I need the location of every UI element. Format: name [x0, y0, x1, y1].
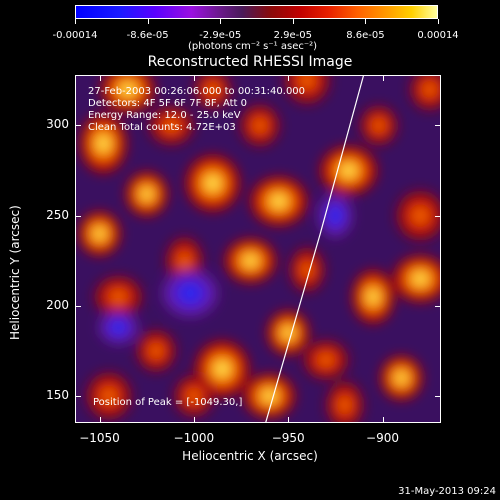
- x-axis-label: Heliocentric X (arcsec): [182, 449, 318, 463]
- y-axis-label: Heliocentric Y (arcsec): [8, 205, 22, 340]
- info-detectors: Detectors: 4F 5F 6F 7F 8F, Att 0: [88, 98, 248, 109]
- y-tick-mark: [435, 395, 441, 397]
- colorbar-tick-mark: [365, 19, 367, 24]
- emission-blob: [98, 75, 158, 115]
- emission-blob: [378, 353, 425, 402]
- emission-blob: [247, 174, 310, 228]
- y-tick-mark: [435, 215, 441, 217]
- x-tick-label: −1050: [79, 431, 120, 445]
- y-tick-label: 300: [46, 117, 69, 132]
- y-tick-mark: [75, 215, 81, 217]
- y-tick-mark: [435, 305, 441, 307]
- x-tick-label: −950: [271, 431, 305, 445]
- colorbar-tick-mark: [220, 19, 222, 24]
- emission-blob: [317, 143, 380, 198]
- x-tick-mark: [382, 75, 384, 81]
- cold-region: [96, 308, 140, 347]
- emission-blob: [350, 267, 396, 326]
- emission-blob: [324, 379, 365, 423]
- x-tick-mark: [382, 417, 384, 423]
- x-tick-mark: [193, 75, 195, 81]
- emission-blob: [84, 370, 134, 422]
- emission-blob: [124, 170, 170, 218]
- colorbar-tick-label: 8.6e-05: [346, 30, 385, 41]
- y-tick-label: 200: [46, 297, 69, 312]
- x-tick-mark: [99, 75, 101, 81]
- emission-blob: [301, 338, 351, 382]
- colorbar-tick-mark: [147, 19, 149, 24]
- y-tick-mark: [75, 305, 81, 307]
- heatmap-svg: [76, 75, 441, 423]
- footer-date: 31-May-2013 09:24: [398, 486, 496, 497]
- emission-blob: [282, 75, 332, 107]
- peak-position: Position of Peak = [-1049.30,]: [93, 397, 243, 408]
- emission-blob: [92, 274, 145, 320]
- colorbar-tick-label: -8.6e-05: [126, 30, 169, 41]
- colorbar-units: (photons cm⁻² s⁻¹ asec⁻²): [188, 41, 318, 52]
- emission-blob: [241, 372, 298, 420]
- colorbar-tick-mark: [292, 19, 294, 24]
- x-tick-mark: [193, 417, 195, 423]
- chart-title: Reconstructed RHESSI Image: [147, 54, 353, 70]
- emission-blob: [394, 188, 441, 244]
- colorbar-tick-mark: [75, 19, 76, 24]
- emission-blob: [172, 373, 216, 419]
- info-energy: Energy Range: 12.0 - 25.0 keV: [88, 110, 241, 121]
- colorbar-tick-label: -2.9e-05: [199, 30, 242, 41]
- emission-blob: [134, 328, 178, 374]
- info-method: Clean Total counts: 4.72E+03: [88, 122, 236, 133]
- plot-frame: [75, 75, 441, 423]
- emission-blob: [192, 75, 233, 111]
- y-tick-mark: [435, 125, 441, 127]
- x-tick-mark: [288, 417, 290, 423]
- y-tick-label: 250: [46, 207, 69, 222]
- emission-blob: [390, 253, 441, 305]
- y-tick-label: 150: [46, 387, 69, 402]
- cold-region: [316, 191, 355, 240]
- emission-blob: [222, 236, 279, 285]
- emission-blob: [76, 209, 123, 258]
- colorbar-tick-label: 2.9e-05: [273, 30, 312, 41]
- x-tick-label: −900: [366, 431, 399, 445]
- emission-blob: [265, 308, 311, 357]
- emission-blob: [288, 245, 326, 294]
- x-tick-label: −1000: [173, 431, 215, 445]
- emission-blob: [78, 111, 129, 176]
- emission-blob: [358, 104, 399, 147]
- emission-blob: [238, 102, 282, 149]
- info-time: 27-Feb-2003 00:26:06.000 to 00:31:40.000: [88, 86, 306, 97]
- x-tick-mark: [99, 417, 101, 423]
- y-tick-mark: [75, 125, 81, 127]
- colorbar-tick-mark: [438, 19, 439, 24]
- plot-area: [75, 75, 441, 423]
- colorbar-tick-label: -0.00014: [52, 30, 98, 41]
- y-tick-mark: [75, 395, 81, 397]
- colorbar-tick-label: 0.00014: [417, 30, 459, 41]
- colorbar: [75, 5, 438, 19]
- x-tick-mark: [288, 75, 290, 81]
- limb-line: [264, 75, 365, 423]
- emission-blob: [183, 152, 242, 214]
- cold-region: [159, 266, 221, 320]
- emission-blob: [146, 104, 196, 147]
- emission-blob: [408, 75, 441, 113]
